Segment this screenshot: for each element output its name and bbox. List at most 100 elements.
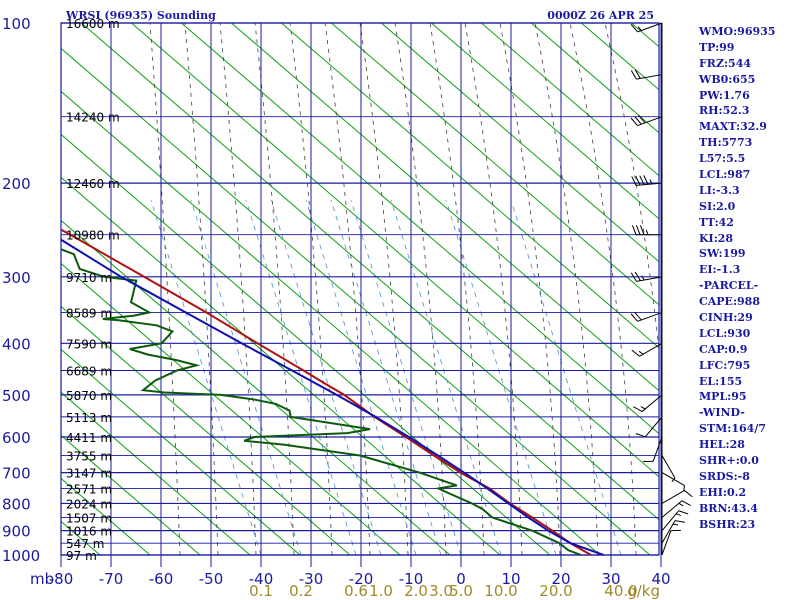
temperature-tick-label: 20	[551, 570, 570, 588]
wind-barb	[630, 114, 663, 127]
wind-barb	[633, 394, 663, 413]
mixing-ratio-tick-label: 5.0	[449, 582, 473, 600]
wind-barb-flag	[637, 26, 642, 31]
sounding-indices-panel: WMO:96935 TP:99 FRZ:544 WB0:655 PW:1.76 RH:52…	[699, 24, 799, 533]
wind-barb-flag	[683, 485, 686, 491]
pressure-tick-label: 500	[2, 387, 31, 405]
moist-adiabat-line	[289, 23, 333, 555]
wind-barb-shaft	[641, 394, 663, 412]
wind-barb-shaft	[636, 182, 663, 186]
wind-barb-flag	[681, 500, 691, 507]
temperature-tick-label: -40	[249, 570, 274, 588]
height-label: 5870 m	[66, 389, 112, 403]
mixing-ratio-tick-label: 0.1	[249, 582, 273, 600]
wind-barbs	[630, 22, 693, 556]
pressure-unit-label: mb	[30, 570, 54, 588]
dry-adiabat-line	[580, 23, 659, 91]
sounding-index: CAPE:988	[699, 295, 760, 309]
dry-adiabat-line	[180, 23, 659, 435]
moist-adiabat-line	[184, 23, 219, 555]
wind-barb	[631, 225, 662, 236]
height-label: 6689 m	[66, 365, 112, 379]
mixing-ratio-tick-label: 40.0	[604, 582, 637, 600]
temperature-line	[61, 228, 592, 555]
wind-barb	[631, 175, 663, 186]
moist-adiabats	[149, 23, 659, 555]
sounding-index: EL:155	[699, 374, 743, 388]
wind-barb	[661, 510, 689, 531]
dry-adiabat-line	[530, 23, 659, 134]
dry-adiabat-line	[330, 23, 659, 306]
moist-adiabat-line	[534, 23, 599, 555]
sounding-index: SRDS:-8	[699, 469, 750, 483]
dry-adiabat-line	[61, 176, 501, 555]
pressure-tick-label: 1000	[2, 547, 40, 565]
wind-barb-flag	[675, 513, 682, 516]
sounding-index: L57:5.5	[699, 152, 746, 166]
wind-barb-flag	[631, 176, 637, 186]
sounding-index: WB0:655	[699, 72, 756, 86]
wind-barb-shaft	[661, 472, 685, 487]
mixing-ratio-line	[270, 199, 382, 555]
dry-adiabat-line	[480, 23, 659, 177]
wind-barb	[661, 455, 676, 483]
sounding-index: SI:2.0	[699, 199, 736, 213]
wind-barb-flag	[635, 175, 641, 186]
grid-lines	[60, 22, 662, 567]
dry-adiabat-line	[61, 348, 301, 555]
wind-barb-flag	[639, 175, 645, 185]
moist-adiabat-line	[499, 23, 561, 555]
wind-barb-flag	[630, 23, 638, 33]
dry-adiabat-line	[61, 133, 551, 555]
mixing-ratio-line	[305, 199, 417, 555]
sounding-index: MPL:95	[699, 390, 747, 404]
wind-barb-flag	[639, 225, 645, 235]
wind-barb	[630, 69, 663, 80]
dry-adiabat-line	[61, 47, 651, 555]
dry-adiabat-line	[61, 391, 251, 555]
sounding-index: CINH:29	[699, 311, 753, 325]
wind-barb-flag	[671, 477, 676, 483]
wind-barb	[661, 529, 681, 556]
wind-barb-shaft	[661, 500, 683, 518]
wind-barb-flag	[684, 490, 693, 498]
wind-barb	[661, 520, 685, 544]
temperature-tick-label: -20	[349, 570, 374, 588]
wind-barb-shaft	[636, 74, 663, 80]
wind-barb-flag	[630, 313, 638, 322]
station-title: WRSI (96935) Sounding	[65, 9, 216, 22]
sounding-index: STM:164/7	[699, 422, 766, 436]
temperature-tick-label: -30	[299, 570, 324, 588]
wind-barb-shaft	[661, 520, 676, 544]
height-label: 14240 m	[66, 111, 120, 125]
moist-adiabat-line	[569, 23, 637, 555]
mixing-ratio-unit-label: g/kg	[627, 582, 660, 600]
sounding-index: HEL:28	[699, 438, 745, 452]
mixing-ratio-tick-label: 0.2	[289, 582, 313, 600]
height-label: 12460 m	[66, 177, 120, 191]
height-label: 4411 m	[66, 431, 112, 445]
height-label: 5113 m	[66, 411, 112, 425]
dry-adiabat-line	[61, 305, 351, 555]
mixing-ratio-tick-label: 1.0	[369, 582, 393, 600]
wind-barb-flag	[630, 70, 637, 80]
wind-barb-flag	[634, 116, 642, 125]
sounding-index: RH:52.3	[699, 104, 750, 118]
wind-barb-flag	[634, 312, 642, 321]
wind-barb-flag	[645, 229, 649, 235]
moist-adiabat-line	[394, 23, 447, 555]
wind-barb-shaft	[639, 342, 663, 357]
temperature-tick-label: -70	[99, 570, 124, 588]
moist-adiabat-line	[324, 23, 371, 555]
height-label: 9710 m	[66, 271, 112, 285]
wind-barb-flag	[631, 225, 637, 235]
wind-barb	[661, 500, 691, 518]
pressure-tick-label: 600	[2, 429, 31, 447]
sounding-index: TP:99	[699, 40, 735, 54]
height-label: 2024 m	[66, 497, 112, 511]
mixing-ratio-line	[245, 199, 357, 555]
mixing-ratio-tick-label: 10.0	[484, 582, 517, 600]
temperature-tick-label: -60	[149, 570, 174, 588]
mixing-ratio-tick-label: 2.0	[404, 582, 428, 600]
sounding-index: LCL:987	[699, 168, 751, 182]
